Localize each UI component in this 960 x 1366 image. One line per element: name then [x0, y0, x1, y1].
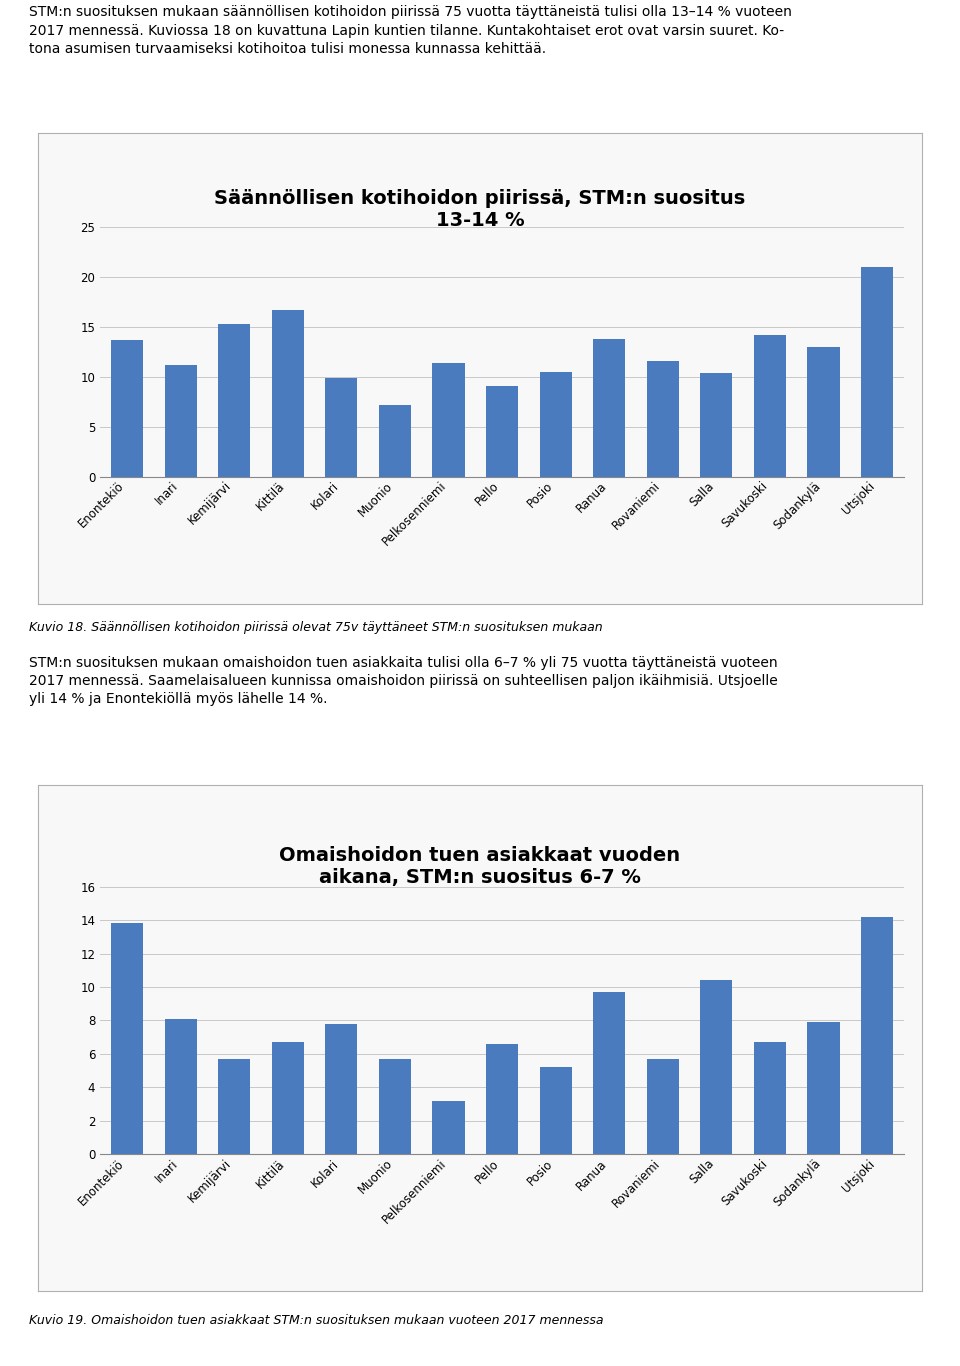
Bar — [111, 340, 143, 477]
Bar — [379, 404, 411, 477]
Bar — [701, 981, 732, 1154]
Text: STM:n suosituksen mukaan säännöllisen kotihoidon piirissä 75 vuotta täyttäneistä: STM:n suosituksen mukaan säännöllisen ko… — [29, 5, 792, 56]
Bar — [593, 992, 625, 1154]
Bar — [807, 1022, 840, 1154]
Text: Omaishoidon tuen asiakkaat vuoden
aikana, STM:n suositus 6-7 %: Omaishoidon tuen asiakkaat vuoden aikana… — [279, 846, 681, 887]
Bar — [540, 372, 572, 477]
Text: Säännöllisen kotihoidon piirissä, STM:n suositus
13-14 %: Säännöllisen kotihoidon piirissä, STM:n … — [214, 189, 746, 229]
Bar — [647, 361, 679, 477]
Bar — [754, 1042, 786, 1154]
Bar — [218, 324, 251, 477]
Text: STM:n suosituksen mukaan omaishoidon tuen asiakkaita tulisi olla 6–7 % yli 75 vu: STM:n suosituksen mukaan omaishoidon tue… — [29, 656, 778, 706]
Bar — [218, 1059, 251, 1154]
Bar — [861, 266, 893, 477]
Bar — [164, 1019, 197, 1154]
Bar — [486, 1044, 518, 1154]
Bar — [647, 1059, 679, 1154]
Bar — [325, 377, 357, 477]
Bar — [486, 385, 518, 477]
Text: Kuvio 19. Omaishoidon tuen asiakkaat STM:n suosituksen mukaan vuoteen 2017 menne: Kuvio 19. Omaishoidon tuen asiakkaat STM… — [29, 1314, 603, 1328]
Bar — [540, 1067, 572, 1154]
Bar — [111, 923, 143, 1154]
Bar — [432, 362, 465, 477]
Bar — [807, 347, 840, 477]
Bar — [593, 339, 625, 477]
Text: Kuvio 18. Säännöllisen kotihoidon piirissä olevat 75v täyttäneet STM:n suosituks: Kuvio 18. Säännöllisen kotihoidon piiris… — [29, 622, 603, 634]
Bar — [325, 1024, 357, 1154]
Bar — [701, 373, 732, 477]
Bar — [432, 1101, 465, 1154]
Bar — [379, 1059, 411, 1154]
Bar — [754, 335, 786, 477]
Bar — [272, 1042, 303, 1154]
Bar — [164, 365, 197, 477]
Bar — [272, 310, 303, 477]
Bar — [861, 917, 893, 1154]
